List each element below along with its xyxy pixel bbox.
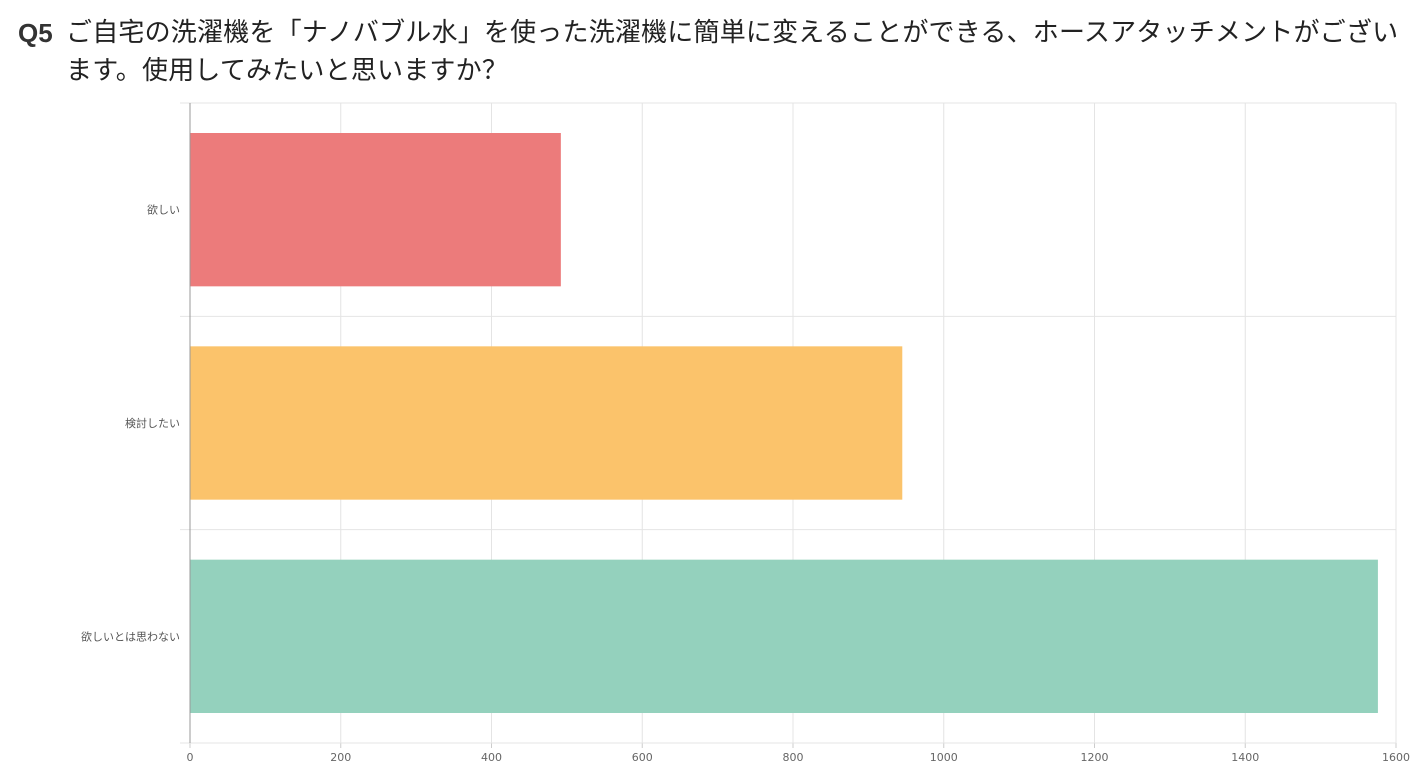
bar-3 (190, 559, 1378, 713)
question-header: Q5 ご自宅の洗濯機を「ナノバブル水」を使った洗濯機に簡単に変えることができる、… (18, 14, 1413, 90)
x-tick-label: 200 (330, 751, 351, 764)
x-tick-label: 800 (783, 751, 804, 764)
x-tick-label: 1000 (930, 751, 958, 764)
category-label: 欲しい (147, 203, 180, 217)
category-label: 検討したい (125, 416, 180, 430)
x-tick-label: 1400 (1231, 751, 1259, 764)
question-number: Q5 (18, 18, 53, 48)
question-text: ご自宅の洗濯機を「ナノバブル水」を使った洗濯機に簡単に変えることができる、ホース… (66, 18, 1399, 86)
x-tick-label: 0 (187, 751, 194, 764)
x-tick-label: 1200 (1081, 751, 1109, 764)
bar-1 (190, 133, 561, 287)
bar-2 (190, 346, 903, 500)
x-tick-label: 600 (632, 751, 653, 764)
category-label: 欲しいとは思わない (81, 629, 180, 643)
x-tick-label: 400 (481, 751, 502, 764)
x-tick-label: 1600 (1382, 751, 1410, 764)
